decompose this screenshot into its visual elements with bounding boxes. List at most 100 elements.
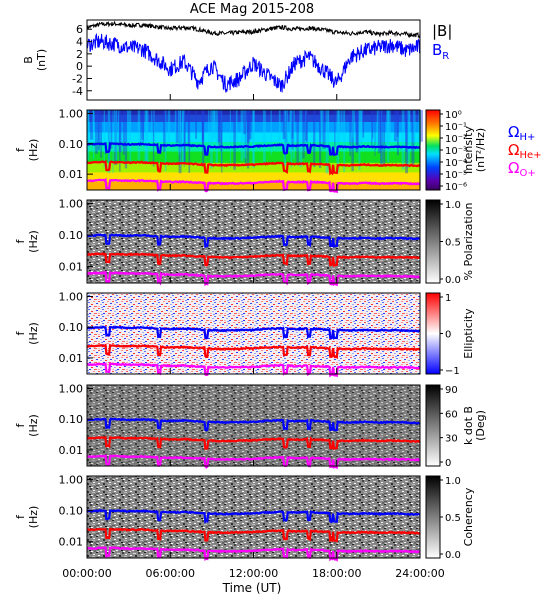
- ellipticity-field: [87, 293, 420, 374]
- intensity-streak: [313, 110, 316, 168]
- intensity-streak: [179, 110, 181, 153]
- intensity-streak: [322, 110, 325, 135]
- y-tick-label: 0: [76, 60, 83, 73]
- intensity-streak: [246, 110, 250, 169]
- intensity-streak: [100, 110, 102, 158]
- colorbar-tick-label: 0.5: [445, 238, 461, 249]
- intensity-streak: [183, 110, 185, 167]
- y-tick-label: 0.10: [59, 321, 84, 334]
- gyrofrequency-symbol: Ω: [508, 123, 519, 141]
- y-axis-label-line1: f: [14, 422, 27, 427]
- time-axis: 00:00:00 06:00:00 12:00:00 18:00:00 24:00:00…: [62, 94, 445, 595]
- x-axis-label: Time (UT): [222, 581, 282, 595]
- gyrofrequency-label: ΩHe+: [508, 141, 542, 161]
- colorbar: [425, 292, 441, 375]
- intensity-streak: [113, 110, 116, 153]
- intensity-streak: [299, 110, 303, 168]
- y-tick-label: 1.00: [59, 107, 84, 120]
- gyrofrequency-O-plus: [86, 546, 421, 562]
- y-tick-label: 0.01: [59, 536, 84, 549]
- intensity-streak: [362, 110, 365, 138]
- y-tick-label: 0.01: [59, 352, 84, 365]
- intensity-panel: 1.00 0.10 0.01 f (Hz) 10⁰10⁻¹10⁻²10⁻³10⁻⁴10⁻⁵…: [14, 107, 542, 194]
- shading: [87, 385, 420, 466]
- intensity-streak: [220, 110, 223, 167]
- y-axis-label-line2: (Hz): [27, 230, 40, 253]
- gyrofrequency-subscript: H+: [519, 132, 535, 143]
- y-axis-label-line1: f: [14, 514, 27, 519]
- gyrofrequency-H-plus: [86, 325, 421, 340]
- y-tick-label: -2: [72, 72, 83, 85]
- intensity-streak: [243, 110, 246, 135]
- x-tick-label: 06:00:00: [146, 567, 195, 580]
- y-axis-label-line2: (Hz): [27, 506, 40, 529]
- intensity-band: [87, 114, 420, 123]
- intensity-streak: [284, 110, 287, 150]
- intensity-streak: [213, 110, 216, 138]
- gyrofrequency-H-plus: [86, 141, 421, 157]
- intensity-streak: [137, 110, 141, 160]
- y-axis-label: f (Hz): [14, 322, 40, 345]
- intensity-streak: [305, 110, 307, 144]
- intensity-streak: [376, 110, 380, 148]
- gyrofrequency-symbol: Ω: [508, 159, 519, 177]
- intensity-streak: [355, 110, 359, 153]
- intensity-streak: [92, 110, 95, 138]
- intensity-streak: [290, 110, 294, 139]
- intensity-streak: [144, 110, 148, 163]
- intensity-streak: [388, 110, 391, 140]
- intensity-streak: [92, 110, 95, 160]
- y-tick-label: 0.10: [59, 138, 84, 151]
- y-tick-label: 4: [76, 36, 83, 49]
- intensity-streak: [218, 110, 221, 147]
- intensity-streak: [145, 110, 149, 162]
- intensity-streak: [235, 110, 238, 141]
- intensity-streak: [95, 110, 98, 154]
- intensity-streak: [217, 110, 221, 143]
- intensity-streak: [356, 110, 359, 150]
- intensity-streak: [337, 110, 341, 143]
- x-tick-label: 24:00:00: [395, 567, 444, 580]
- intensity-streak: [411, 110, 415, 167]
- intensity-streak: [358, 110, 361, 170]
- intensity-streak: [115, 110, 118, 161]
- intensity-streak: [318, 110, 322, 169]
- intensity-band: [87, 151, 420, 164]
- intensity-streak: [177, 110, 180, 155]
- intensity-streak: [290, 110, 294, 150]
- intensity-streak: [151, 110, 153, 141]
- intensity-streak: [401, 110, 405, 170]
- colorbar: [425, 384, 441, 467]
- k-dot-b-panel: 1.00 0.10 0.01 f (Hz) 90 60 30 0 k dot B (Deg): [14, 383, 487, 469]
- intensity-streak: [413, 110, 416, 143]
- intensity-streak: [351, 110, 354, 172]
- gyrofrequency-He-plus: [86, 159, 421, 176]
- intensity-streak: [163, 110, 166, 152]
- intensity-streak: [270, 110, 272, 155]
- intensity-band: [87, 122, 420, 133]
- intensity-streak: [195, 110, 198, 139]
- intensity-streak: [283, 110, 287, 166]
- y-axis-label: B (nT): [22, 49, 48, 71]
- y-axis-label-line2: (Hz): [27, 322, 40, 345]
- intensity-streak: [252, 110, 255, 168]
- intensity-streak: [305, 110, 308, 143]
- intensity-streak: [302, 110, 305, 159]
- y-tick-label: 0.01: [59, 261, 84, 274]
- y-axis-label-line2: (Hz): [27, 414, 40, 437]
- series-line-babs: [86, 20, 421, 39]
- intensity-streak: [286, 110, 289, 146]
- gyrofrequency-label: ΩH+: [508, 123, 535, 143]
- intensity-streak: [140, 110, 142, 144]
- intensity-streak: [208, 110, 210, 155]
- intensity-streak: [419, 110, 423, 142]
- series-line-br: [86, 32, 421, 93]
- intensity-band: [87, 162, 420, 173]
- colorbar-tick-label: 10⁰: [445, 110, 462, 121]
- colorbar-tick-label: −1: [445, 366, 460, 377]
- intensity-streak: [114, 110, 118, 166]
- colorbar: [425, 109, 441, 191]
- gyrofrequency-label: ΩO+: [508, 159, 536, 179]
- intensity-streak: [117, 110, 120, 136]
